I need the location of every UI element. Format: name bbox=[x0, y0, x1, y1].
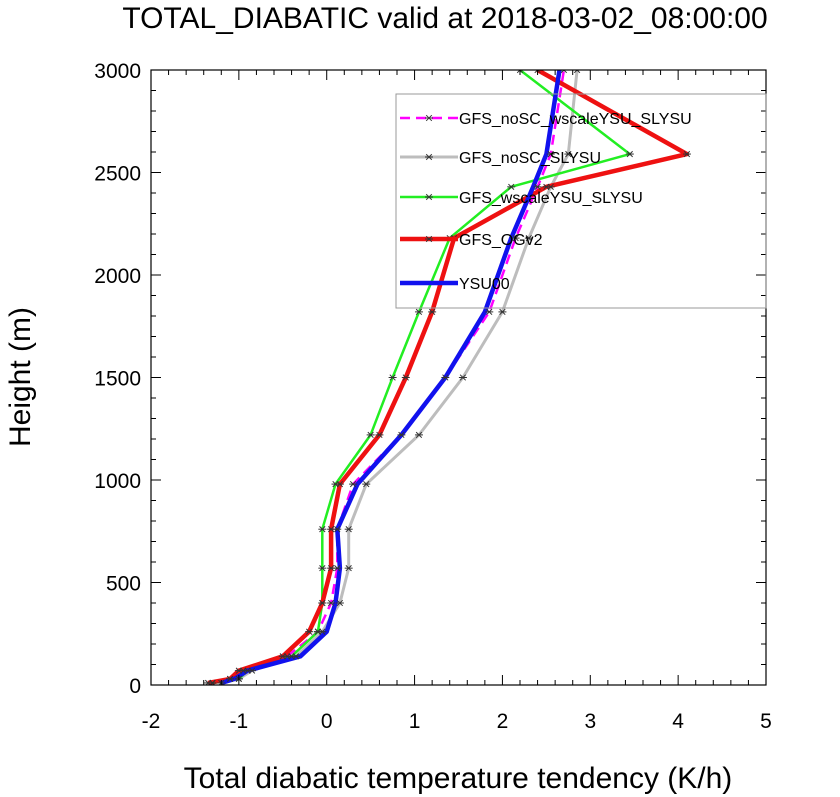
series-3-marker bbox=[625, 150, 634, 158]
series-2-marker bbox=[344, 526, 353, 533]
legend-marker-2 bbox=[425, 153, 433, 161]
series-1-marker bbox=[349, 480, 358, 488]
series-1-marker bbox=[327, 599, 336, 607]
series-2-marker bbox=[335, 599, 344, 607]
series-3-marker bbox=[366, 431, 375, 439]
series-3-marker bbox=[414, 308, 423, 316]
series-3-marker bbox=[388, 374, 397, 381]
x-tick-label: 5 bbox=[760, 710, 772, 733]
series-2-marker bbox=[344, 564, 353, 572]
legend-marker-4 bbox=[425, 235, 433, 243]
series-4-marker bbox=[542, 183, 551, 191]
x-tick-label: 0 bbox=[321, 710, 333, 733]
series-2-marker bbox=[414, 431, 423, 439]
series-1-marker bbox=[485, 308, 494, 316]
plot-layer bbox=[204, 70, 691, 685]
series-3-marker bbox=[243, 667, 252, 674]
legend-marker-3 bbox=[425, 193, 433, 201]
series-1-marker bbox=[559, 70, 568, 74]
x-axis-label: Total diabatic temperature tendency (K/h… bbox=[184, 762, 733, 795]
y-tick-label: 3000 bbox=[94, 60, 141, 83]
legend: GFS_noSC_wscaleYSU_SLYSU GFS_noSC_SLYSU GF… bbox=[395, 93, 767, 309]
x-tick-label: -2 bbox=[142, 710, 161, 733]
y-axis-label: Height (m) bbox=[4, 307, 37, 447]
series-3-marker bbox=[318, 526, 327, 533]
series-3-marker bbox=[507, 183, 516, 191]
y-tick-label: 500 bbox=[106, 573, 141, 596]
x-tick-label: 2 bbox=[497, 710, 509, 733]
legend-entry-5: YSU00 bbox=[459, 276, 510, 293]
x-tick-label: 1 bbox=[409, 710, 421, 733]
series-1-marker bbox=[533, 183, 542, 191]
series-2-marker bbox=[498, 308, 507, 316]
series-4-marker bbox=[327, 526, 336, 533]
series-3-marker bbox=[313, 628, 322, 635]
legend-entry-3: GFS_wscaleYSU_SLYSU bbox=[459, 190, 643, 207]
series-1-marker bbox=[397, 431, 406, 439]
series-line-4 bbox=[207, 70, 690, 685]
series-2-marker bbox=[458, 374, 467, 381]
x-tick-label: 4 bbox=[672, 710, 684, 733]
legend-marker-1 bbox=[425, 114, 433, 122]
series-4-marker bbox=[226, 675, 235, 683]
series-1-marker bbox=[441, 374, 450, 381]
series-4-marker bbox=[278, 653, 287, 660]
ticks-layer: -2 -1 0 1 2 3 4 5 0 500 1000 1500 2000 2500 3000 bbox=[94, 60, 772, 733]
legend-entry-4: GFS_OGv2 bbox=[459, 232, 543, 249]
legend-entry-2: GFS_noSC_SLYSU bbox=[459, 150, 601, 167]
series-4-marker bbox=[305, 628, 314, 635]
series-3-marker bbox=[287, 653, 296, 660]
chart-title: TOTAL_DIABATIC valid at 2018-03-02_08:00… bbox=[122, 2, 767, 35]
series-4-marker bbox=[375, 431, 384, 439]
y-tick-label: 1500 bbox=[94, 368, 141, 391]
series-line-5 bbox=[220, 70, 562, 685]
series-2-marker bbox=[524, 234, 533, 242]
series-4-marker bbox=[533, 70, 542, 74]
series-4-marker bbox=[335, 480, 344, 488]
x-tick-label: -1 bbox=[230, 710, 249, 733]
x-tick-label: 3 bbox=[584, 710, 596, 733]
series-2-marker bbox=[573, 70, 582, 74]
series-4-marker bbox=[682, 150, 691, 158]
y-tick-label: 2000 bbox=[94, 265, 141, 288]
series-4-marker bbox=[428, 308, 437, 316]
series-1-marker bbox=[511, 234, 520, 242]
series-3-marker bbox=[318, 564, 327, 572]
legend-entry-1: GFS_noSC_wscaleYSU_SLYSU bbox=[459, 111, 692, 128]
y-tick-label: 2500 bbox=[94, 163, 141, 186]
series-4-marker bbox=[234, 667, 243, 674]
series-4-marker bbox=[401, 374, 410, 381]
series-2-marker bbox=[362, 480, 371, 488]
legend-box bbox=[395, 93, 767, 309]
series-4-marker bbox=[318, 599, 327, 607]
y-tick-label: 0 bbox=[129, 675, 141, 698]
series-4-marker bbox=[327, 564, 336, 572]
y-tick-label: 1000 bbox=[94, 470, 141, 493]
series-3-marker bbox=[516, 70, 524, 74]
series-1-marker bbox=[546, 150, 555, 158]
series-2-marker bbox=[564, 150, 573, 158]
